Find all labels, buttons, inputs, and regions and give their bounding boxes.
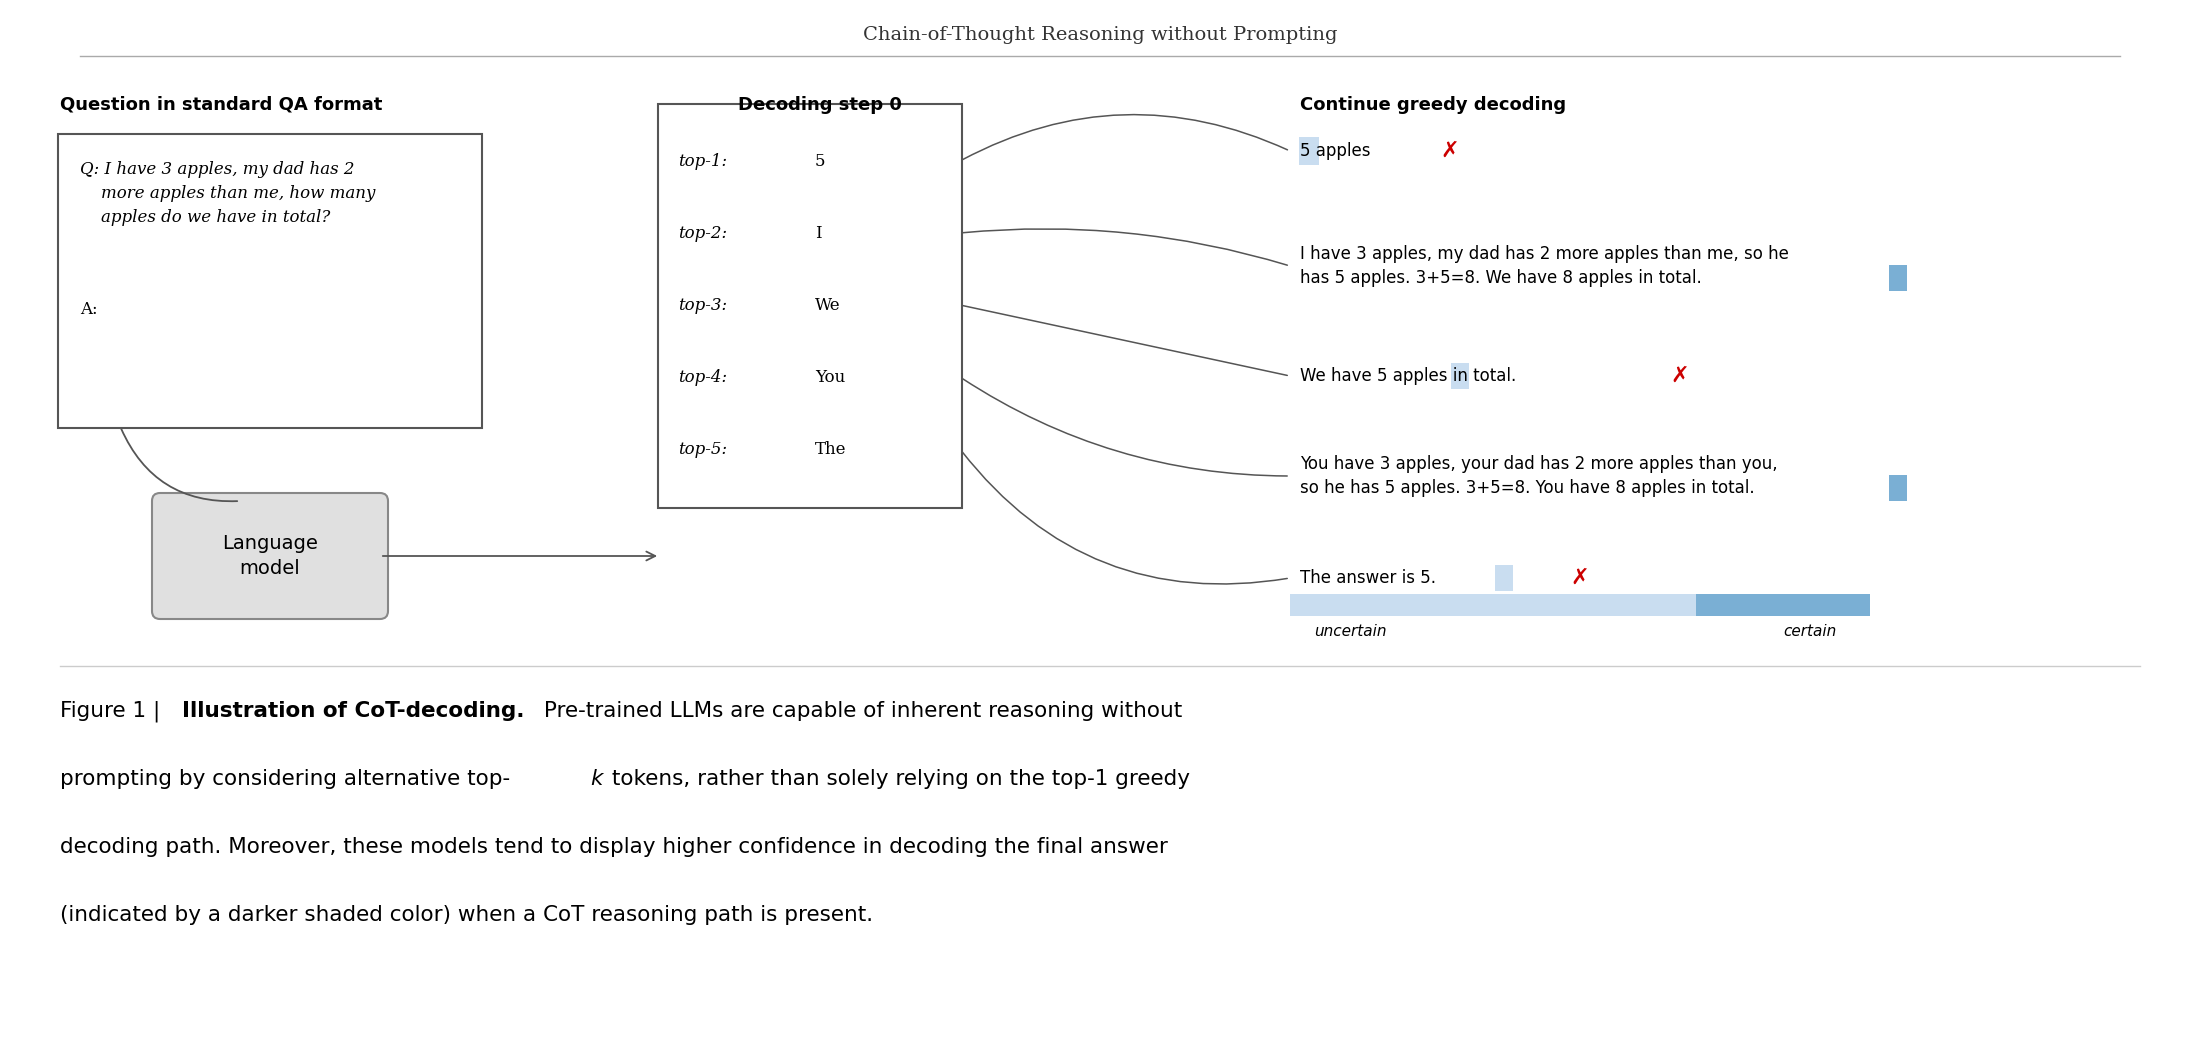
Text: A:: A: [79, 301, 97, 318]
Text: ✗: ✗ [1571, 568, 1588, 588]
Text: top-4:: top-4: [678, 369, 728, 385]
Text: tokens, rather than solely relying on the top-1 greedy: tokens, rather than solely relying on th… [605, 769, 1190, 789]
Text: k: k [590, 769, 603, 789]
FancyArrowPatch shape [383, 551, 656, 561]
Text: ✗: ✗ [1670, 366, 1690, 386]
FancyBboxPatch shape [1452, 363, 1470, 389]
Text: has 5 apples. 3+5=8. We have 8 apples in total.: has 5 apples. 3+5=8. We have 8 apples in… [1300, 269, 1703, 287]
Text: so he has 5 apples. 3+5=8. You have 8 apples in total.: so he has 5 apples. 3+5=8. You have 8 ap… [1300, 479, 1756, 497]
FancyBboxPatch shape [1289, 593, 1494, 616]
FancyArrowPatch shape [961, 451, 1287, 584]
FancyArrowPatch shape [964, 305, 1287, 376]
Text: I: I [814, 225, 821, 242]
FancyArrowPatch shape [121, 429, 238, 502]
Text: top-2:: top-2: [678, 225, 728, 242]
Text: Q: I have 3 apples, my dad has 2
    more apples than me, how many
    apples do: Q: I have 3 apples, my dad has 2 more ap… [79, 161, 376, 226]
Text: I have 3 apples, my dad has 2 more apples than me, so he: I have 3 apples, my dad has 2 more apple… [1300, 245, 1789, 263]
Text: Figure 1 |: Figure 1 | [59, 701, 167, 722]
Text: Pre-trained LLMs are capable of inherent reasoning without: Pre-trained LLMs are capable of inherent… [537, 701, 1181, 721]
Text: You have 3 apples, your dad has 2 more apples than you,: You have 3 apples, your dad has 2 more a… [1300, 455, 1778, 473]
Text: 5 apples: 5 apples [1300, 142, 1371, 161]
Text: Decoding step 0: Decoding step 0 [737, 96, 902, 114]
Text: Continue greedy decoding: Continue greedy decoding [1300, 96, 1566, 114]
Text: ✗: ✗ [1441, 142, 1459, 161]
Text: The answer is 5.: The answer is 5. [1300, 569, 1437, 587]
Text: 5: 5 [814, 152, 825, 170]
FancyBboxPatch shape [1696, 593, 1870, 616]
FancyArrowPatch shape [961, 115, 1287, 159]
Text: decoding path. Moreover, these models tend to display higher confidence in decod: decoding path. Moreover, these models te… [59, 837, 1168, 857]
Text: We have 5 apples in total.: We have 5 apples in total. [1300, 367, 1516, 385]
Text: Question in standard QA format: Question in standard QA format [59, 96, 383, 114]
Text: Illustration of CoT-decoding.: Illustration of CoT-decoding. [183, 701, 524, 721]
Text: top-5:: top-5: [678, 440, 728, 457]
Text: prompting by considering alternative top-: prompting by considering alternative top… [59, 769, 510, 789]
FancyBboxPatch shape [1890, 475, 1907, 501]
FancyArrowPatch shape [964, 229, 1287, 265]
Text: top-1:: top-1: [678, 152, 728, 170]
FancyBboxPatch shape [1298, 137, 1320, 165]
FancyBboxPatch shape [1890, 265, 1907, 291]
Text: We: We [814, 297, 840, 314]
FancyBboxPatch shape [1494, 593, 1696, 616]
FancyBboxPatch shape [57, 134, 482, 428]
Text: certain: certain [1784, 624, 1837, 639]
FancyBboxPatch shape [152, 493, 387, 619]
Text: (indicated by a darker shaded color) when a CoT reasoning path is present.: (indicated by a darker shaded color) whe… [59, 905, 873, 925]
Text: uncertain: uncertain [1313, 624, 1386, 639]
FancyArrowPatch shape [961, 378, 1287, 476]
Text: Language
model: Language model [222, 534, 319, 578]
FancyBboxPatch shape [658, 103, 961, 508]
Text: top-3:: top-3: [678, 297, 728, 314]
FancyBboxPatch shape [1496, 565, 1514, 591]
Text: The: The [814, 440, 847, 457]
Text: Chain-of-Thought Reasoning without Prompting: Chain-of-Thought Reasoning without Promp… [862, 26, 1338, 44]
Text: You: You [814, 369, 845, 385]
